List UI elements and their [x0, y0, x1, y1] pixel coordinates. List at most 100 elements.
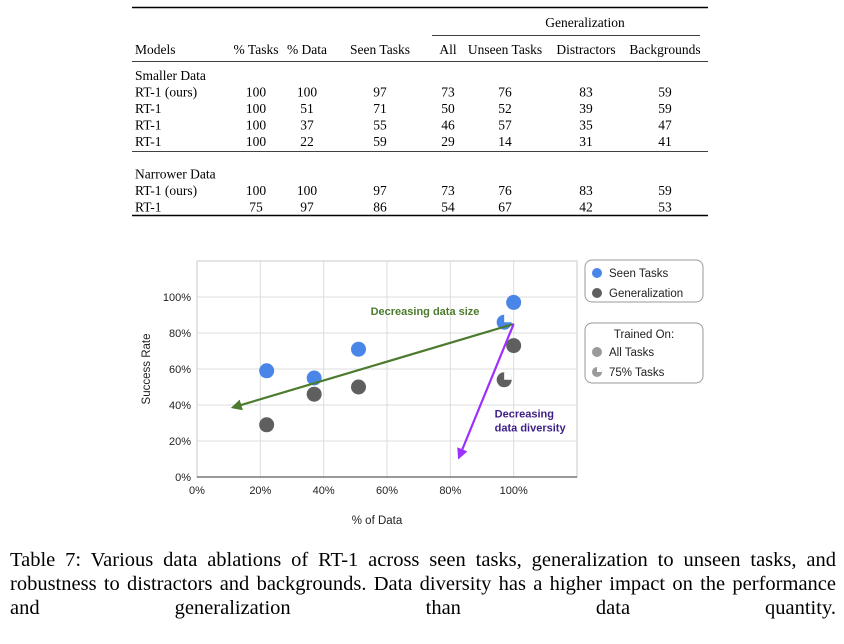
table-cell: 59	[658, 183, 672, 198]
table-caption: Table 7: Various data ablations of RT-1 …	[10, 549, 836, 619]
trained-on-legend-title: Trained On:	[614, 329, 674, 341]
y-tick-label: 60%	[169, 364, 191, 376]
x-tick-label: 40%	[313, 485, 335, 497]
table-cell: 29	[441, 134, 455, 149]
table-cell: 100	[297, 85, 318, 100]
point-marker	[351, 379, 366, 395]
table-cell: 86	[373, 200, 387, 215]
table-cell: 76	[498, 183, 512, 198]
point-marker	[506, 294, 522, 310]
table-cell: 67	[498, 200, 512, 215]
results-table: Generalization Models % Tasks % Data Seen Ta…	[132, 6, 708, 217]
table-cell: RT-1 (ours)	[135, 183, 197, 198]
table-cell: 73	[441, 85, 455, 100]
x-tick-label: 80%	[439, 485, 461, 497]
table-cell: 54	[441, 200, 455, 215]
x-tick-label: 20%	[249, 485, 271, 497]
legend-label: Generalization	[609, 288, 683, 300]
table-cell: 37	[300, 118, 314, 133]
table-cell: 97	[300, 200, 314, 215]
table-cell: 97	[373, 85, 387, 100]
table-cell: 97	[373, 183, 387, 198]
generalization-group-header: Generalization	[545, 15, 625, 30]
table-cell: RT-1	[135, 200, 161, 215]
legend-marker	[592, 347, 602, 357]
data-ablation-scatter-chart: 0% 20% 40% 60% 80% 100% 0% 20% 40% 60% 80% 100% % of…	[141, 259, 704, 527]
annotation-arrow	[230, 322, 514, 411]
table-cell: 59	[658, 101, 672, 116]
legend-partial-wedge	[597, 367, 602, 372]
section-title: Smaller Data	[135, 68, 206, 83]
point-marker	[306, 386, 322, 402]
table-cell: 83	[579, 183, 593, 198]
legend-label: 75% Tasks	[609, 367, 665, 379]
table-cell: RT-1	[135, 118, 161, 133]
column-header: % Data	[287, 42, 327, 57]
column-header: Distractors	[556, 42, 615, 57]
annotation-label: Decreasing data size	[371, 306, 480, 318]
point-marker	[506, 338, 522, 354]
generalization-point	[306, 386, 322, 402]
y-tick-label: 40%	[169, 400, 191, 412]
table-cell: RT-1 (ours)	[135, 85, 197, 100]
table-cell: 53	[658, 200, 672, 215]
table-cell: RT-1	[135, 134, 161, 149]
table-cell: 22	[300, 134, 314, 149]
table-cell: 100	[246, 183, 267, 198]
table-cell: RT-1	[135, 101, 161, 116]
table-cell: 39	[579, 101, 593, 116]
point-marker	[351, 341, 366, 357]
point-marker	[259, 363, 275, 379]
table-cell: 51	[300, 101, 314, 116]
table-cell: 41	[658, 134, 672, 149]
x-tick-label: 60%	[376, 485, 398, 497]
column-header: All	[439, 42, 457, 57]
table-cell: 47	[658, 118, 672, 133]
table-cell: 55	[373, 118, 387, 133]
point-marker	[259, 417, 275, 433]
legend-marker	[592, 268, 602, 278]
seen-tasks-point	[259, 363, 275, 379]
series-legend-box	[584, 259, 704, 303]
column-header: Models	[135, 42, 176, 57]
column-header: Seen Tasks	[350, 42, 410, 57]
table-cell: 59	[373, 134, 387, 149]
table-cell: 35	[579, 118, 593, 133]
y-axis-label: Success Rate	[141, 334, 153, 405]
y-tick-label: 20%	[169, 436, 191, 448]
generalization-point	[506, 338, 522, 354]
legend-label: Seen Tasks	[609, 268, 668, 280]
partial-tasks-wedge	[504, 372, 512, 380]
table-cell: 100	[297, 183, 318, 198]
table-cell: 73	[441, 183, 455, 198]
legend-marker	[592, 288, 602, 298]
column-header: % Tasks	[234, 42, 279, 57]
seen-tasks-point	[506, 294, 522, 310]
x-tick-label: 0%	[189, 485, 205, 497]
table-cell: 76	[498, 85, 512, 100]
table-cell: 100	[246, 85, 267, 100]
table-cell: 50	[441, 101, 455, 116]
y-tick-label: 100%	[163, 292, 191, 304]
x-tick-label: 100%	[500, 485, 528, 497]
table-cell: 100	[246, 101, 267, 116]
table-cell: 59	[658, 85, 672, 100]
seen-tasks-point	[351, 341, 366, 357]
table-cell: 100	[246, 134, 267, 149]
annotation-label-line: Decreasing	[495, 409, 554, 421]
trained-on-legend-box	[584, 322, 704, 384]
table-cell: 42	[579, 200, 593, 215]
table-cell: 31	[579, 134, 593, 149]
y-tick-label: 80%	[169, 328, 191, 340]
table-cell: 75	[249, 200, 263, 215]
table-cell: 46	[441, 118, 455, 133]
column-header: Unseen Tasks	[468, 42, 542, 57]
annotation-label-line: data diversity	[495, 423, 567, 435]
table-cell: 52	[498, 101, 512, 116]
table-cell: 71	[373, 101, 387, 116]
generalization-point	[259, 417, 275, 433]
table-cell: 14	[498, 134, 512, 149]
table-cell: 100	[246, 118, 267, 133]
legend-label: All Tasks	[609, 347, 654, 359]
section-title: Narrower Data	[135, 167, 216, 182]
